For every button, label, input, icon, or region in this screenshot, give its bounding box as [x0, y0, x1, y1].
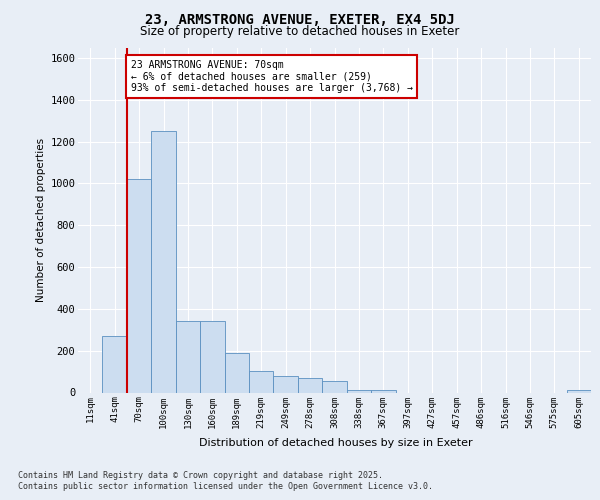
- Bar: [176, 322, 200, 392]
- Bar: [200, 322, 224, 392]
- Text: Distribution of detached houses by size in Exeter: Distribution of detached houses by size …: [199, 438, 473, 448]
- Bar: [566, 390, 591, 392]
- Bar: [298, 378, 322, 392]
- Text: Contains public sector information licensed under the Open Government Licence v3: Contains public sector information licen…: [18, 482, 433, 491]
- Bar: [224, 353, 249, 393]
- Bar: [151, 131, 176, 392]
- Text: 23, ARMSTRONG AVENUE, EXETER, EX4 5DJ: 23, ARMSTRONG AVENUE, EXETER, EX4 5DJ: [145, 12, 455, 26]
- Bar: [347, 390, 371, 392]
- Y-axis label: Number of detached properties: Number of detached properties: [36, 138, 46, 302]
- Bar: [249, 370, 274, 392]
- Bar: [371, 390, 395, 392]
- Bar: [127, 179, 151, 392]
- Bar: [103, 336, 127, 392]
- Text: 23 ARMSTRONG AVENUE: 70sqm
← 6% of detached houses are smaller (259)
93% of semi: 23 ARMSTRONG AVENUE: 70sqm ← 6% of detac…: [131, 60, 413, 93]
- Text: Contains HM Land Registry data © Crown copyright and database right 2025.: Contains HM Land Registry data © Crown c…: [18, 471, 383, 480]
- Bar: [274, 376, 298, 392]
- Bar: [322, 381, 347, 392]
- Text: Size of property relative to detached houses in Exeter: Size of property relative to detached ho…: [140, 25, 460, 38]
